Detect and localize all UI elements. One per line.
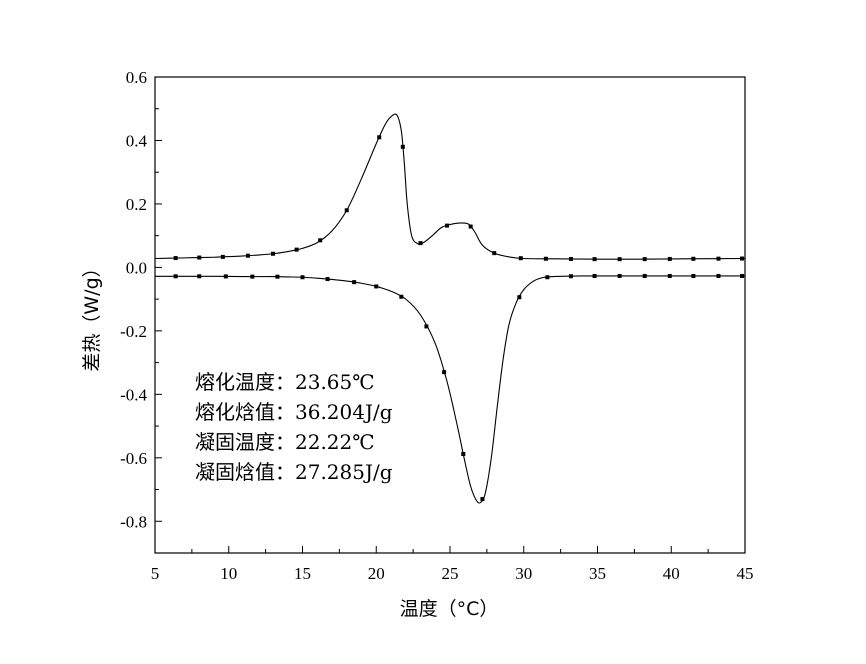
y-tick-label: -0.2 [120,322,147,341]
y-tick-label: -0.8 [120,512,147,531]
x-tick-label: 25 [442,564,459,583]
y-tick-label: 0.6 [126,68,147,87]
series-1-marker [568,256,573,261]
x-tick-label: 5 [151,564,160,583]
series-1-marker [445,223,450,228]
series-2-marker [617,273,622,278]
series-2-marker [667,273,672,278]
x-tick-label: 15 [294,564,311,583]
y-tick-label: 0.2 [126,195,147,214]
annotation-line: 熔化焓值：36.204J/g [195,400,393,424]
series-2-marker [442,370,447,375]
series-1-marker [173,256,178,261]
x-tick-label: 40 [663,564,680,583]
series-2-marker [197,274,202,279]
series-2-marker [325,277,330,282]
series-2-marker [517,295,522,300]
series-line-1 [154,113,746,260]
series-2-marker [300,275,305,280]
series-2-marker [352,280,357,285]
x-tick-label: 35 [589,564,606,583]
series-1-marker [377,135,382,140]
markers-group [173,135,745,502]
series-1-marker [740,256,745,261]
series-1-marker [642,257,647,262]
series-2-marker [424,324,429,329]
series-1-marker [492,251,497,256]
series-1-marker [617,257,622,262]
series-2-marker [374,284,379,289]
series-2-marker [691,273,696,278]
series-2-marker [399,294,404,299]
annotation-block: 熔化温度：23.65℃ 熔化焓值：36.204J/g 凝固温度：22.22℃ 凝固焓值… [195,370,393,484]
series-2-marker [480,497,485,502]
series-2-marker [592,273,597,278]
series-2-marker [223,274,228,279]
y-axis-label: 差热（W/g） [81,258,103,371]
annotation-line: 凝固焓值：27.285J/g [195,460,393,484]
x-tick-label: 45 [737,564,754,583]
series-1-marker [245,253,250,258]
series-2-marker [642,273,647,278]
x-tick-label: 20 [368,564,385,583]
series-1-marker [716,256,721,261]
series-1-marker [518,256,523,261]
series-2-marker [545,275,550,280]
annotation-line: 凝固温度：22.22℃ [195,430,375,454]
series-1-marker [271,251,275,256]
y-tick-label: -0.6 [120,449,147,468]
series-1-marker [294,247,299,252]
y-tick-label: 0.0 [126,258,147,277]
series-1-marker [543,256,548,261]
x-tick-label: 30 [515,564,532,583]
series-2-marker [173,274,178,279]
series-1-marker [418,241,423,246]
y-tick-label: 0.4 [126,131,148,150]
series-1-marker [592,257,597,262]
x-tick-label: 10 [220,564,237,583]
y-tick-labels: -0.8 -0.6 -0.4 -0.2 0.0 0.2 0.4 0.6 [120,68,147,531]
series-1-marker [318,238,323,243]
series-2-marker [568,274,573,279]
series-2-marker [250,274,255,279]
series-2-marker [275,274,280,279]
series-1-marker [667,256,672,261]
series-2-marker [740,273,745,278]
axis-ticks [154,76,746,554]
series-1-marker [691,256,696,261]
series-1-marker [220,254,225,259]
series-1-marker [400,144,405,149]
series-1-marker [468,224,473,229]
y-tick-label: -0.4 [120,385,147,404]
series-1-marker [197,255,202,260]
x-tick-labels: 5 10 15 20 25 30 35 40 45 [151,564,754,583]
x-axis-label: 温度（°C） [400,598,499,620]
series-2-marker [461,451,466,456]
annotation-line: 熔化温度：23.65℃ [195,370,375,394]
series-1-marker [344,208,349,213]
series-2-marker [716,273,721,278]
